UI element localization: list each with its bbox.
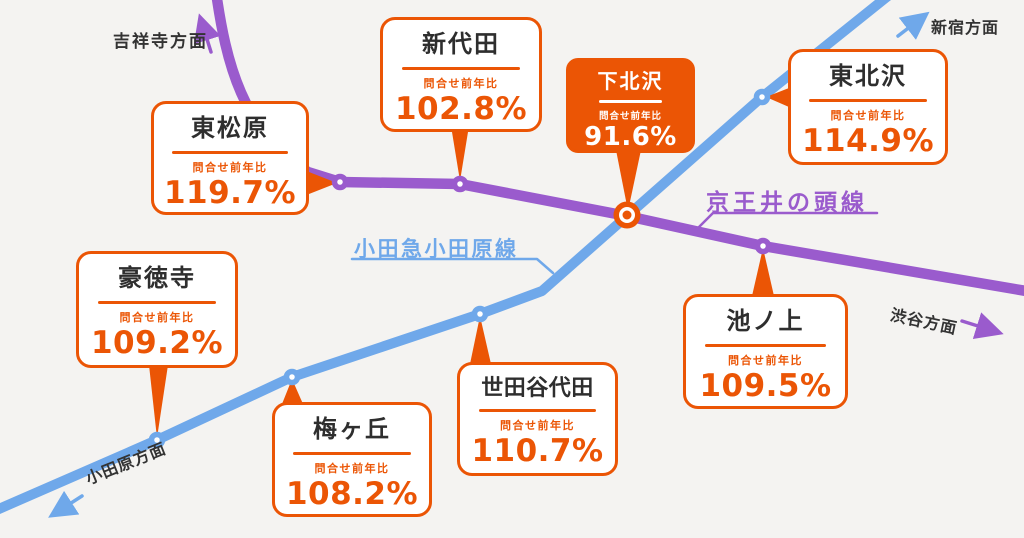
higashimatsubara-station-dot bbox=[331, 173, 349, 191]
odawara-direction-arrow-icon bbox=[48, 490, 84, 518]
metric-label: 問合せ前年比 bbox=[500, 419, 575, 433]
shindaita-station-dot bbox=[451, 175, 469, 193]
card-divider bbox=[705, 343, 826, 347]
station-name: 世田谷代田 bbox=[481, 376, 594, 401]
shindaita-callout-pointer bbox=[452, 132, 468, 181]
metric-value: 91.6% bbox=[584, 121, 677, 152]
station-card-shindaita: 新代田 問合せ前年比 102.8% bbox=[380, 17, 542, 132]
station-card-umegaoka: 梅ヶ丘 問合せ前年比 108.2% bbox=[272, 402, 432, 517]
metric-label: 問合せ前年比 bbox=[598, 110, 662, 122]
metric-label: 問合せ前年比 bbox=[728, 353, 803, 367]
kichijoji-direction-arrow-icon bbox=[193, 13, 221, 54]
card-divider bbox=[809, 98, 927, 102]
odakyu-odawara-line bbox=[0, 0, 892, 514]
metric-value: 110.7% bbox=[471, 433, 604, 470]
kichijoji-direction-label: 吉祥寺方面 bbox=[113, 32, 208, 52]
umegaoka-station-dot bbox=[283, 368, 301, 386]
gotokuji-callout-pointer bbox=[149, 365, 168, 438]
station-card-shimokitazawa: 下北沢 問合せ前年比 91.6% bbox=[566, 58, 695, 153]
station-name: 東松原 bbox=[191, 114, 269, 142]
metric-label: 問合せ前年比 bbox=[423, 76, 499, 90]
shimokitazawa-interchange-dot bbox=[613, 150, 641, 229]
station-card-ikenoue: 池ノ上 問合せ前年比 109.5% bbox=[683, 294, 848, 409]
station-name: 梅ヶ丘 bbox=[313, 415, 391, 443]
shibuya-direction-arrow-icon bbox=[960, 312, 1004, 340]
station-name: 東北沢 bbox=[829, 62, 907, 90]
setagayadaita-station-dot bbox=[471, 305, 489, 323]
station-name: 池ノ上 bbox=[726, 307, 805, 335]
station-card-higashimatsubara: 東松原 問合せ前年比 119.7% bbox=[151, 101, 309, 215]
card-divider bbox=[293, 451, 411, 455]
card-divider bbox=[598, 100, 663, 103]
odakyu-label-leader-line bbox=[350, 257, 555, 275]
metric-value: 119.7% bbox=[163, 174, 297, 211]
shimokitazawa-callout-pointer bbox=[616, 150, 641, 211]
higashikitazawa-callout-pointer bbox=[766, 88, 789, 107]
metric-value: 109.2% bbox=[90, 324, 224, 361]
card-divider bbox=[172, 150, 288, 154]
station-name: 新代田 bbox=[422, 30, 500, 58]
station-card-gotokuji: 豪徳寺 問合せ前年比 109.2% bbox=[76, 251, 238, 368]
metric-value: 108.2% bbox=[285, 475, 419, 512]
card-divider bbox=[401, 66, 521, 70]
setagayadaita-callout-pointer bbox=[470, 316, 491, 364]
keio-inokashira-line-label: 京王井の頭線 bbox=[706, 190, 868, 216]
metric-value: 109.5% bbox=[699, 367, 832, 404]
station-card-setagayadaita: 世田谷代田 問合せ前年比 110.7% bbox=[457, 362, 618, 476]
metric-value: 114.9% bbox=[801, 122, 935, 159]
keio-label-leader-line bbox=[693, 211, 879, 233]
metric-label: 問合せ前年比 bbox=[314, 461, 390, 475]
shinjuku-direction-label: 新宿方面 bbox=[931, 18, 1000, 37]
station-name: 豪徳寺 bbox=[118, 264, 196, 292]
station-card-higashikitazawa: 東北沢 問合せ前年比 114.9% bbox=[788, 49, 948, 165]
odakyu-odawara-line-label: 小田急小田原線 bbox=[354, 237, 519, 261]
ikenoue-callout-pointer bbox=[752, 248, 774, 296]
card-divider bbox=[97, 300, 217, 304]
card-divider bbox=[478, 409, 597, 413]
metric-value: 102.8% bbox=[394, 90, 528, 127]
metric-label: 問合せ前年比 bbox=[119, 310, 195, 324]
higashimatsubara-callout-pointer bbox=[309, 172, 337, 194]
metric-label: 問合せ前年比 bbox=[830, 108, 906, 122]
ikenoue-station-dot bbox=[754, 237, 772, 255]
metric-label: 問合せ前年比 bbox=[192, 160, 268, 174]
gotokuji-station-dot bbox=[148, 431, 166, 449]
higashikitazawa-station-dot bbox=[753, 88, 771, 106]
station-name: 下北沢 bbox=[597, 69, 664, 93]
shinjuku-direction-arrow-icon bbox=[896, 11, 930, 40]
umegaoka-callout-pointer bbox=[282, 379, 303, 404]
